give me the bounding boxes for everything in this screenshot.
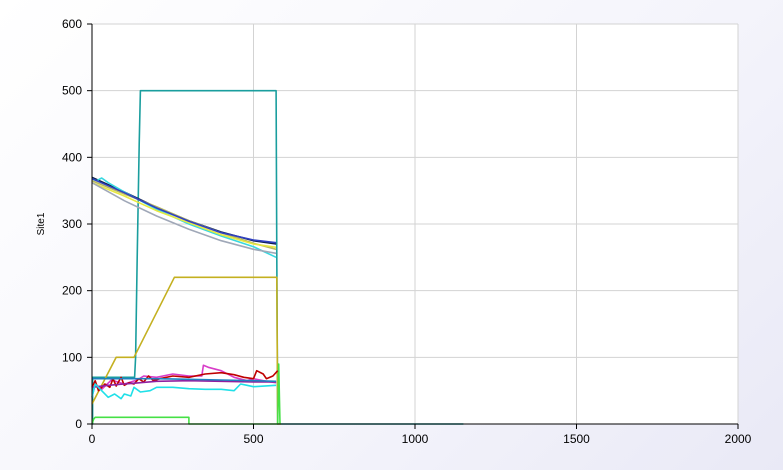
x-tick-label: 1000: [402, 432, 429, 446]
y-tick-label: 100: [62, 350, 82, 364]
y-tick-label: 600: [62, 17, 82, 31]
x-tick-label: 500: [243, 432, 263, 446]
x-tick-label: 2000: [725, 432, 752, 446]
y-axis-label: Site1: [36, 212, 47, 235]
series-line-14: [92, 377, 277, 383]
series-line-8: [91, 182, 277, 255]
series-line-3: [91, 363, 281, 425]
y-tick-label: 400: [62, 150, 82, 164]
axes: [87, 23, 739, 429]
y-tick-label: 200: [62, 284, 82, 298]
x-tick-label: 1500: [563, 432, 590, 446]
tick-labels: 0 500 1000 1500 2000 0 100 200 300 400 500 600: [62, 17, 752, 446]
y-tick-label: 500: [62, 84, 82, 98]
series-line-13: [91, 383, 277, 400]
series-line-9: [91, 177, 277, 244]
series-line-12: [91, 379, 277, 389]
series-line-7: [91, 181, 277, 249]
y-tick-label: 0: [75, 417, 82, 431]
y-tick-label: 300: [62, 217, 82, 231]
x-tick-label: 0: [89, 432, 96, 446]
